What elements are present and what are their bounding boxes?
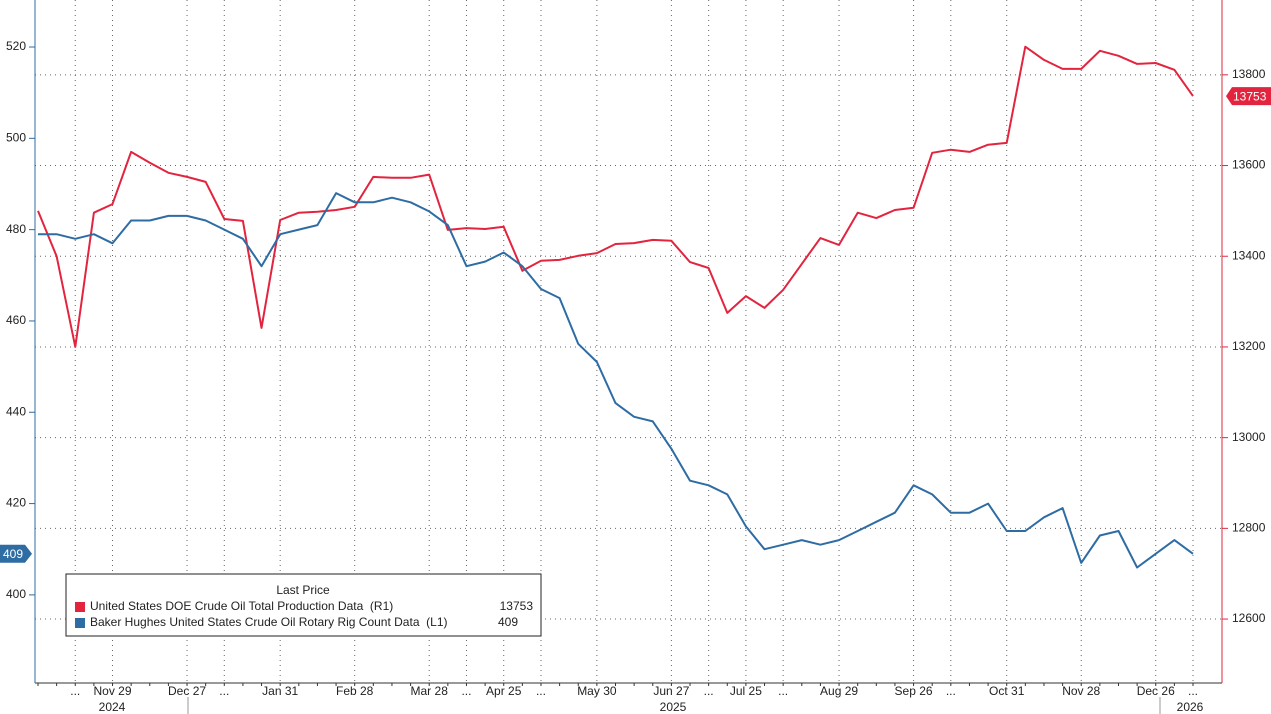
legend-label: Baker Hughes United States Crude Oil Rot…	[90, 615, 448, 629]
x-group-label: 2025	[660, 700, 687, 714]
last-value-label: 13753	[1233, 89, 1267, 103]
y2-tick-label: 13800	[1232, 67, 1266, 81]
x-tick-label: Jan 31	[262, 684, 298, 698]
x-tick-label: Nov 28	[1062, 684, 1100, 698]
legend-title: Last Price	[276, 583, 330, 597]
y2-tick-label: 13400	[1232, 248, 1266, 262]
y-tick-label: 520	[6, 39, 26, 53]
x-tick-label: ...	[946, 684, 956, 698]
x-tick-label: Jul 25	[730, 684, 762, 698]
last-value-label: 409	[3, 547, 23, 561]
y2-tick-label: 13000	[1232, 430, 1266, 444]
x-tick-label: May 30	[577, 684, 617, 698]
x-tick-label: Sep 26	[895, 684, 933, 698]
y-tick-label: 480	[6, 222, 26, 236]
x-group-label: 2026	[1177, 700, 1204, 714]
legend-swatch	[75, 618, 85, 628]
x-tick-label: Feb 28	[336, 684, 374, 698]
x-tick-label: ...	[70, 684, 80, 698]
x-tick-label: Jun 27	[653, 684, 689, 698]
y-tick-label: 460	[6, 313, 26, 327]
x-tick-label: ...	[219, 684, 229, 698]
legend-last-value: 13753	[500, 599, 534, 613]
x-tick-label: Mar 28	[411, 684, 449, 698]
x-tick-label: ...	[704, 684, 714, 698]
line-series	[38, 192, 1194, 569]
legend-last-value: 409	[498, 615, 518, 629]
line-series	[37, 45, 1194, 348]
legend-swatch	[75, 602, 85, 612]
x-tick-label: ...	[536, 684, 546, 698]
y2-tick-label: 12800	[1232, 521, 1266, 535]
y-tick-label: 400	[6, 587, 26, 601]
last-value-box	[1226, 87, 1271, 106]
x-tick-label: Dec 27	[168, 684, 206, 698]
legend: Last Price United States DOE Crude Oil To…	[65, 573, 542, 637]
x-tick-label: ...	[1188, 684, 1198, 698]
x-tick-label: ...	[461, 684, 471, 698]
y2-tick-label: 13600	[1232, 158, 1266, 172]
x-tick-label: Aug 29	[820, 684, 858, 698]
y2-tick-label: 12600	[1232, 611, 1266, 625]
x-tick-label: Oct 31	[989, 684, 1025, 698]
x-tick-label: Dec 26	[1137, 684, 1175, 698]
y-tick-label: 500	[6, 131, 26, 145]
y2-tick-label: 13200	[1232, 339, 1266, 353]
y-tick-label: 440	[6, 404, 26, 418]
last-value-box	[0, 544, 32, 563]
x-tick-label: Apr 25	[486, 684, 522, 698]
x-tick-label: Nov 29	[94, 684, 132, 698]
legend-box	[65, 573, 542, 637]
legend-label: United States DOE Crude Oil Total Produc…	[90, 599, 393, 613]
y-tick-label: 420	[6, 496, 26, 510]
x-group-label: 2024	[99, 700, 126, 714]
x-tick-label: ...	[778, 684, 788, 698]
